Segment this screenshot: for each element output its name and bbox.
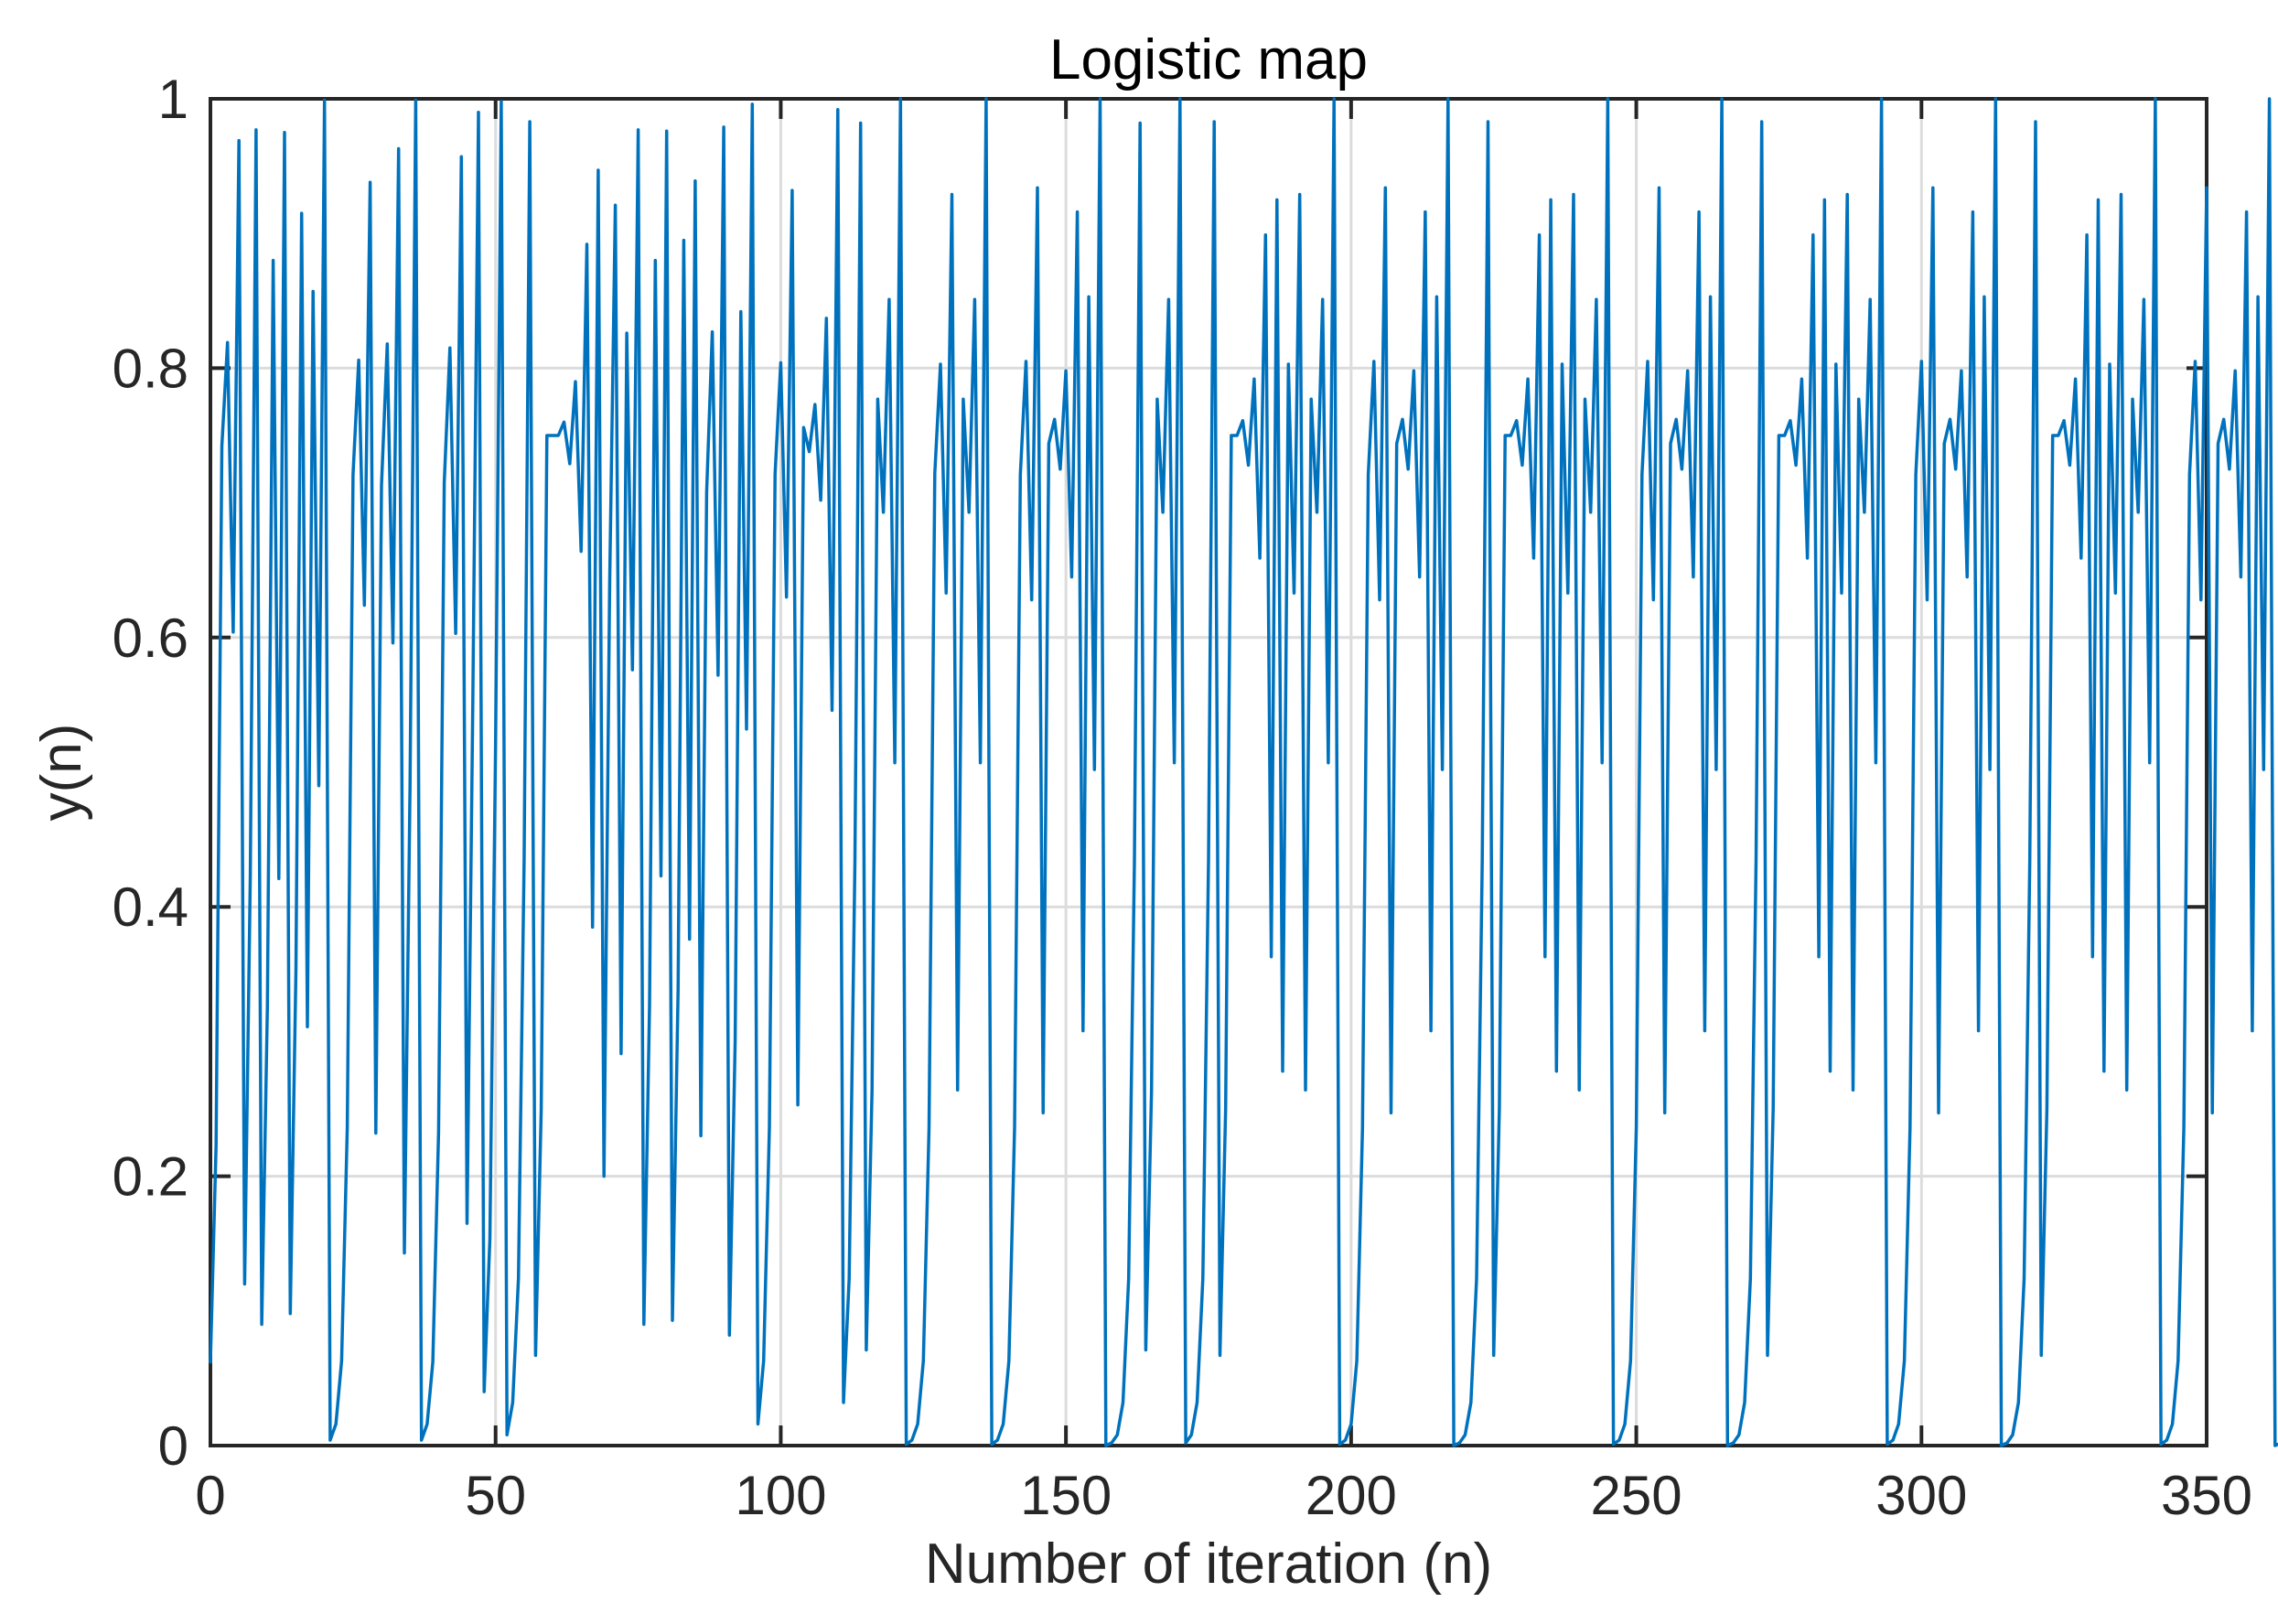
x-tick-label: 250 bbox=[1591, 1465, 1682, 1526]
series-line bbox=[209, 97, 2278, 1447]
y-tick-label: 1 bbox=[158, 69, 188, 130]
x-tick-label: 50 bbox=[465, 1465, 526, 1526]
x-tick-label: 300 bbox=[1875, 1465, 1967, 1526]
y-tick-label: 0 bbox=[158, 1415, 188, 1477]
y-tick-label: 0.6 bbox=[113, 608, 188, 669]
x-tick-label: 350 bbox=[2161, 1465, 2252, 1526]
series-layer bbox=[209, 97, 2278, 1447]
y-tick-label: 0.2 bbox=[113, 1146, 188, 1208]
x-tick-label: 0 bbox=[195, 1465, 225, 1526]
plot-area bbox=[209, 97, 2208, 1447]
y-axis-title: y(n) bbox=[30, 724, 93, 822]
axis-ticks bbox=[209, 97, 2208, 1447]
y-tick-label: 0.8 bbox=[113, 338, 188, 399]
chart-title: Logistic map bbox=[1049, 28, 1368, 91]
x-tick-label: 150 bbox=[1020, 1465, 1112, 1526]
x-axis-title: Number of iteration (n) bbox=[925, 1533, 1492, 1596]
x-tick-label: 100 bbox=[735, 1465, 826, 1526]
y-tick-label: 0.4 bbox=[113, 877, 188, 938]
x-tick-label: 200 bbox=[1306, 1465, 1397, 1526]
